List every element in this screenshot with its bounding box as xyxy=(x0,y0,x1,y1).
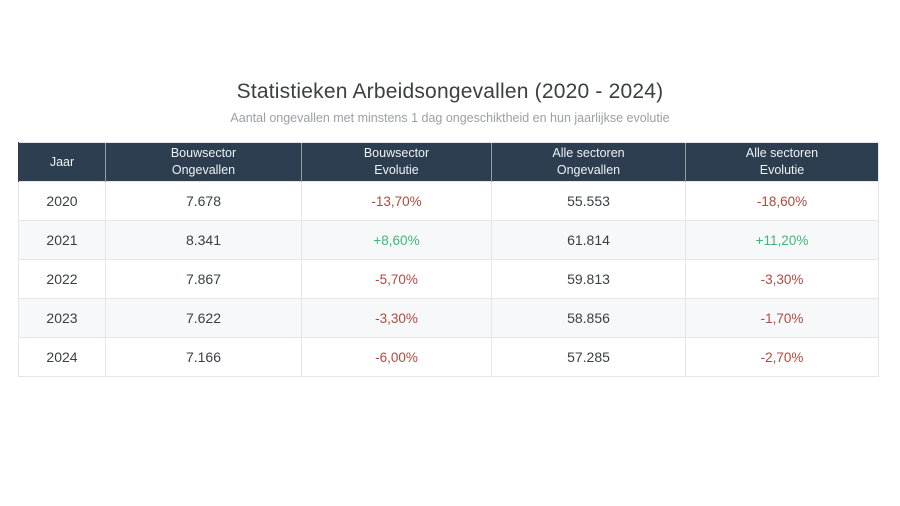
alle-sectoren-ongevallen-cell: 55.553 xyxy=(491,181,686,221)
table-body: 2020 7.678 -13,70% 55.553 -18,60% 2021 8… xyxy=(18,181,879,377)
bouwsector-evolutie-cell: -6,00% xyxy=(301,337,492,377)
bouwsector-ongevallen-cell: 7.622 xyxy=(105,298,302,338)
bouwsector-evolutie-cell: -13,70% xyxy=(301,181,492,221)
table-row: 2022 7.867 -5,70% 59.813 -3,30% xyxy=(18,259,879,299)
bouwsector-evolutie-cell: +8,60% xyxy=(301,220,492,260)
bouwsector-ongevallen-cell: 7.678 xyxy=(105,181,302,221)
header-row: Jaar Bouwsector Ongevallen Bouwsector Ev… xyxy=(18,142,879,182)
column-header-bouwsector-evolutie: Bouwsector Evolutie xyxy=(301,142,492,182)
year-cell: 2021 xyxy=(18,220,106,260)
year-cell: 2022 xyxy=(18,259,106,299)
alle-sectoren-evolutie-cell: +11,20% xyxy=(685,220,879,260)
alle-sectoren-evolutie-cell: -18,60% xyxy=(685,181,879,221)
page-subtitle: Aantal ongevallen met minstens 1 dag ong… xyxy=(230,111,670,126)
year-cell: 2023 xyxy=(18,298,106,338)
column-header-alle-sectoren-ongevallen: Alle sectoren Ongevallen xyxy=(491,142,686,182)
alle-sectoren-evolutie-cell: -1,70% xyxy=(685,298,879,338)
alle-sectoren-ongevallen-cell: 57.285 xyxy=(491,337,686,377)
statistics-table: Jaar Bouwsector Ongevallen Bouwsector Ev… xyxy=(18,142,879,377)
bouwsector-evolutie-cell: -3,30% xyxy=(301,298,492,338)
alle-sectoren-ongevallen-cell: 59.813 xyxy=(491,259,686,299)
table-row: 2021 8.341 +8,60% 61.814 +11,20% xyxy=(18,220,879,260)
alle-sectoren-ongevallen-cell: 58.856 xyxy=(491,298,686,338)
table-row: 2024 7.166 -6,00% 57.285 -2,70% xyxy=(18,337,879,377)
year-cell: 2024 xyxy=(18,337,106,377)
bouwsector-ongevallen-cell: 8.341 xyxy=(105,220,302,260)
year-cell: 2020 xyxy=(18,181,106,221)
column-header-alle-sectoren-evolutie: Alle sectoren Evolutie xyxy=(685,142,879,182)
page-title: Statistieken Arbeidsongevallen (2020 - 2… xyxy=(236,80,664,103)
table-header: Jaar Bouwsector Ongevallen Bouwsector Ev… xyxy=(18,142,879,182)
column-header-bouwsector-ongevallen: Bouwsector Ongevallen xyxy=(105,142,302,182)
column-header-jaar: Jaar xyxy=(18,142,106,182)
bouwsector-evolutie-cell: -5,70% xyxy=(301,259,492,299)
table-row: 2023 7.622 -3,30% 58.856 -1,70% xyxy=(18,298,879,338)
alle-sectoren-evolutie-cell: -3,30% xyxy=(685,259,879,299)
bouwsector-ongevallen-cell: 7.867 xyxy=(105,259,302,299)
alle-sectoren-ongevallen-cell: 61.814 xyxy=(491,220,686,260)
alle-sectoren-evolutie-cell: -2,70% xyxy=(685,337,879,377)
table-row: 2020 7.678 -13,70% 55.553 -18,60% xyxy=(18,181,879,221)
bouwsector-ongevallen-cell: 7.166 xyxy=(105,337,302,377)
